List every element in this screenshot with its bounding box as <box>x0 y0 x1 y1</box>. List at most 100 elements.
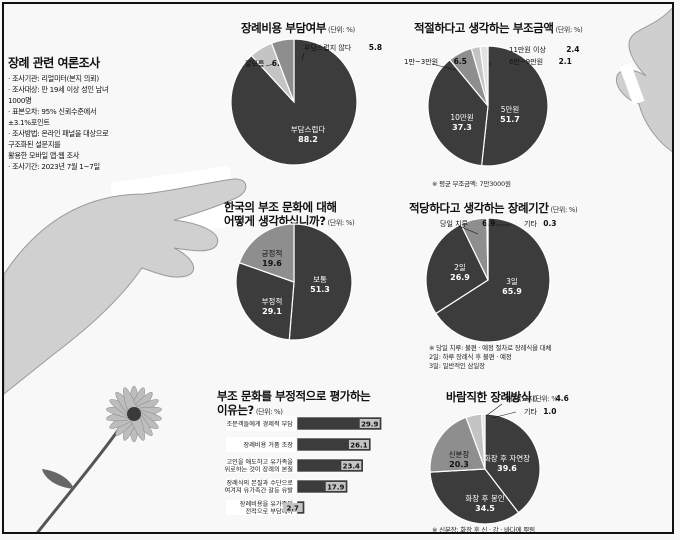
pie-slice-label: 6만~9만원 <box>509 57 543 66</box>
pie-slice-value: 6.9 <box>482 219 495 228</box>
bar-category-label: 조문객들에게 경제적 부담 <box>226 420 293 428</box>
bar-value-label: 23.4 <box>343 463 360 471</box>
pie-slice-label: 1만~3만원 <box>404 57 438 66</box>
bar-value-box <box>348 440 369 449</box>
bar-value-label: 2.7 <box>286 505 299 513</box>
bar-value-label: 17.9 <box>327 484 344 492</box>
survey-line: 구조화된 설문지를 <box>8 140 61 149</box>
chart-title-gift-amount: 적절하다고 생각하는 부조금액 (단위: %) <box>414 21 583 35</box>
pie-slice-value: 65.9 <box>502 287 522 296</box>
pie-slice-label: 보통 <box>313 275 327 284</box>
pie-slice <box>288 223 353 341</box>
bar-value-box <box>341 461 362 470</box>
hand-right-illustration <box>616 7 672 152</box>
pie-slice-value: 29.1 <box>262 307 282 316</box>
pie-slice-value: 0.3 <box>543 219 556 228</box>
hand-shape <box>4 178 247 395</box>
leader-line <box>431 63 457 71</box>
pie-slice-label: 기타 <box>524 219 537 228</box>
leader-line <box>265 63 275 67</box>
pie-slice-value: 51.7 <box>500 115 520 124</box>
pie-slice-label: 긍정적 <box>262 248 283 258</box>
pie-slice <box>479 45 489 107</box>
survey-line: · 조사대상: 만 19세 이상 성인 남녀 <box>8 85 109 94</box>
note-scattering: ※ 신분장: 화장 후 신 · 강 · 바다에 뿌림 <box>432 526 535 534</box>
pie-slice-label: 매장(묘지) <box>506 394 537 403</box>
bar-value-box <box>359 419 380 428</box>
survey-line: ±3.1%포인트 <box>8 118 50 127</box>
chart-title-culture-opinion: 한국의 부조 문화에 대해 어떻게 생각하십니까? (단위: %) <box>224 200 355 228</box>
pie-slice-label: 화장 후 자연장 <box>484 453 530 463</box>
pie-slice <box>427 58 489 167</box>
note-funeral-period: ※ 당일 치루: 불편 · 예정 절차로 장례식을 대체 2일: 하루 장례식 … <box>429 344 552 370</box>
pie-slice <box>429 416 486 473</box>
bar-label-bg <box>226 437 296 452</box>
bar-category-label: 위로하는 것이 장례의 본질 <box>224 466 293 474</box>
bar-label-bg <box>226 416 296 431</box>
pie-slice-value: 6.0 <box>272 59 285 68</box>
pie-slice <box>235 261 295 341</box>
bar-category-label: 장례비용을 유가족이 <box>240 500 293 508</box>
bar-category-label: 고인을 애도하고 유가족을 <box>226 458 293 466</box>
survey-line: · 조사방법: 온라인 패널을 대상으로 <box>8 129 109 138</box>
hand-holding-card-illustration <box>4 165 247 395</box>
pie-slice-label: 10만원 <box>450 113 473 122</box>
note-average-gift: ※ 평균 부조금액: 7만3000원 <box>432 180 511 188</box>
survey-line: · 조사기간: 2023년 7월 1~7일 <box>8 162 100 171</box>
pie-slice-label: 부정적 <box>262 296 283 306</box>
infographic-frame: 장례 관련 여론조사 · 조사기관: 리얼미터(본지 의뢰) · 조사대상: 만 … <box>2 2 674 534</box>
survey-line: · 표본오차: 95% 신뢰수준에서 <box>8 107 97 116</box>
leader-line <box>485 403 503 417</box>
pie-slice <box>425 223 489 315</box>
pie-slice-label: 2일 <box>454 263 466 272</box>
pie-slice-value: 4.6 <box>556 394 569 403</box>
pie-slice-label: 11만원 이상 <box>509 45 546 54</box>
bar-value-box <box>325 482 346 491</box>
pie-slice <box>480 413 486 470</box>
pie-slice-value: 2.1 <box>559 57 572 66</box>
leader-line <box>458 225 479 235</box>
pie-slice-value: 39.6 <box>497 464 517 473</box>
pie-slice-value: 51.3 <box>310 285 330 294</box>
bar-category-label: 장례식의 본질과 수단으로 <box>226 479 293 487</box>
pie-slice-label: 신분장 <box>449 449 470 459</box>
pie-slice-label: 화장 후 봉인 <box>465 493 504 503</box>
leader-line <box>301 52 305 61</box>
pie-slice-label: 5만원 <box>501 105 520 114</box>
survey-line: 1000명 <box>8 96 32 105</box>
bar-value-box <box>282 503 303 512</box>
survey-details: · 조사기관: 리얼미터(본지 의뢰) · 조사대상: 만 19세 이상 성인 남… <box>8 73 109 172</box>
bar-category-label: 여겨져 유가족간 갈등 유발 <box>224 487 293 495</box>
bar-label-bg <box>226 479 296 494</box>
chart-title-funeral-period: 적당하다고 생각하는 장례기간 (단위: %) <box>409 201 578 215</box>
flower-illustration <box>36 385 162 532</box>
survey-title: 장례 관련 여론조사 <box>8 56 100 70</box>
chart-title-cost-burden: 장례비용 부담여부 (단위: %) <box>241 21 355 35</box>
bar-value-label: 26.1 <box>350 442 367 450</box>
pie-slice-value: 5.8 <box>369 43 382 52</box>
survey-line: 활용한 모바일 앱·웹 조사 <box>8 151 80 160</box>
pie-slice-value: 34.5 <box>475 504 495 513</box>
pie-slice-value: 88.2 <box>298 135 318 144</box>
pie-slice <box>429 468 520 525</box>
bar-category-label: 장례비용 거품 조장 <box>244 441 294 449</box>
pie-slice-label: 잘모름 <box>245 60 265 68</box>
pie-slice-value: 2.4 <box>566 45 579 54</box>
pie-slice <box>435 217 551 343</box>
survey-line: · 조사기관: 리얼미터(본지 의뢰) <box>8 74 99 83</box>
pie-slice-value: 19.6 <box>262 259 282 268</box>
pie-slice-label: 부담스럽지 않다 <box>304 43 352 52</box>
leader-line <box>491 411 517 419</box>
pie-slice-value: 6.5 <box>454 57 467 66</box>
bar-category-label: 전적으로 부담해야 <box>245 508 293 516</box>
pie-slice-label: 부담스럽다 <box>291 124 326 134</box>
pie-slice <box>480 45 549 167</box>
pie-slice <box>486 217 489 281</box>
pie-slice-value: 37.3 <box>452 123 472 132</box>
pie-slice <box>238 223 295 283</box>
pie-slice <box>270 38 295 103</box>
chart-title-funeral-method: 바람직한 장례방식 (단위: %) <box>446 390 560 404</box>
pie-slice-value: 26.9 <box>450 273 470 282</box>
pie-slice-value: 1.0 <box>543 407 556 416</box>
